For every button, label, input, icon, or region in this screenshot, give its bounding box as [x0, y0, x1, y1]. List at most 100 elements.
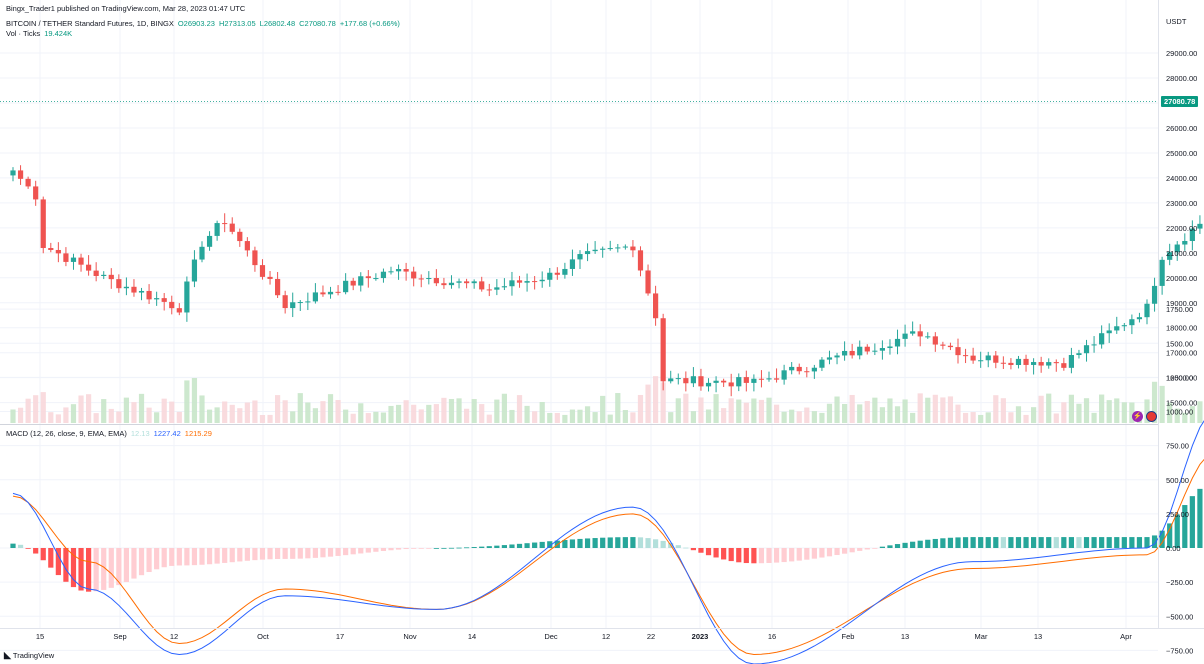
price-tick-label: 26000.00	[1166, 124, 1197, 133]
candle-body	[33, 186, 39, 200]
macd-histogram-bar	[335, 548, 341, 556]
tradingview-logo[interactable]: ◣ TradingView	[4, 650, 54, 661]
candle-body	[327, 291, 334, 295]
volume-bar	[259, 414, 266, 423]
volume-bar	[297, 393, 303, 423]
macd-histogram-bar	[985, 537, 991, 548]
candle-body	[872, 350, 878, 352]
candle-body	[645, 270, 651, 294]
symbol-legend[interactable]: BITCOIN / TETHER Standard Futures, 1D, B…	[6, 19, 404, 28]
volume-bar	[1189, 406, 1195, 423]
candle-body	[252, 250, 258, 266]
candle-body	[781, 370, 787, 380]
candle-body	[751, 378, 757, 383]
macd-histogram-bar	[758, 548, 765, 564]
volume-bar	[607, 414, 613, 423]
candle-body	[123, 286, 129, 289]
volume-bar	[879, 407, 885, 423]
volume-bar	[1091, 412, 1097, 423]
macd-tick-label: −250.00	[1166, 578, 1193, 587]
candle-body	[199, 246, 205, 260]
macd-histogram-bar	[494, 545, 500, 548]
volume-bar	[1144, 399, 1150, 423]
volume-bar	[267, 414, 273, 423]
volume-bar	[199, 395, 205, 423]
volume-legend[interactable]: Vol · Ticks 19.424K	[6, 29, 76, 38]
candle-body	[985, 355, 991, 361]
macd-histogram-bar	[1144, 537, 1150, 548]
candle-body	[698, 376, 704, 387]
ohlc-high: H27313.05	[218, 19, 256, 28]
macd-histogram-bar	[1136, 537, 1143, 548]
price-tick-label: 29000.00	[1166, 49, 1197, 58]
volume-bar	[244, 402, 250, 423]
price-tick-label: 15000.00	[1166, 399, 1197, 408]
candle-body	[932, 336, 938, 345]
price-tick-label: 28000.00	[1166, 74, 1197, 83]
macd-histogram-bar	[229, 548, 235, 563]
volume-bar	[214, 407, 220, 423]
time-tick-label: Nov	[403, 632, 417, 641]
volume-bar	[569, 409, 576, 423]
macd-histogram-bar	[705, 548, 712, 556]
volume-bar	[320, 401, 326, 423]
volume-bar	[441, 397, 447, 423]
lightning-icon[interactable]: ⚡	[1132, 411, 1143, 422]
candle-body	[826, 357, 833, 360]
macd-histogram-bar	[297, 548, 303, 559]
macd-histogram-bar	[653, 539, 659, 548]
candle-body	[388, 271, 394, 273]
volume-bar	[819, 412, 825, 423]
candle-body	[683, 378, 689, 384]
volume-bar	[86, 394, 92, 423]
volume-bar	[1197, 401, 1203, 423]
candle-body	[962, 355, 969, 357]
macd-histogram-bar	[464, 547, 470, 549]
volume-bar	[252, 400, 258, 423]
macd-histogram-bar	[305, 548, 311, 559]
candle-body	[373, 278, 379, 280]
macd-histogram-bar	[267, 548, 273, 560]
volume-bar	[17, 407, 24, 423]
volume-value: 19.424K	[44, 29, 73, 38]
macd-histogram-bar	[63, 548, 69, 582]
price-tick-label: 17000.00	[1166, 349, 1197, 358]
macd-histogram-bar	[879, 546, 885, 548]
volume-bar	[1053, 413, 1059, 423]
candle-body	[668, 378, 674, 382]
candle-body	[426, 278, 432, 280]
macd-histogram-bar	[312, 548, 318, 558]
macd-histogram-bar	[25, 548, 31, 549]
volume-bar	[1167, 402, 1173, 423]
macd-histogram-bar	[1038, 537, 1044, 548]
macd-histogram-bar	[17, 544, 24, 548]
volume-bar	[970, 412, 976, 423]
volume-bar	[826, 403, 833, 423]
us-flag-icon[interactable]	[1146, 411, 1157, 422]
macd-histogram-bar	[524, 543, 530, 548]
ohlc-low: L26802.48	[259, 19, 296, 28]
candle-body	[600, 248, 606, 250]
macd-legend[interactable]: MACD (12, 26, close, 9, EMA, EMA) 12.13 12…	[6, 429, 216, 438]
macd-histogram-bar	[138, 548, 145, 576]
volume-bar	[1023, 414, 1029, 423]
candle-body	[1068, 355, 1074, 368]
volume-bar	[358, 403, 364, 423]
volume-bar	[524, 405, 530, 423]
candle-body	[758, 378, 765, 380]
candle-body	[834, 355, 840, 358]
candle-body	[857, 346, 863, 356]
candle-body	[411, 271, 417, 279]
macd-histogram-bar	[532, 542, 538, 548]
macd-histogram-bar	[1008, 537, 1014, 548]
macd-histogram-bar	[547, 541, 553, 548]
candle-body	[849, 350, 855, 356]
volume-bar	[857, 404, 863, 423]
time-tick-label: Oct	[257, 632, 270, 641]
volume-bar	[1182, 412, 1188, 423]
volume-bar	[622, 410, 628, 423]
macd-tick-label: 1000.00	[1166, 408, 1193, 417]
macd-histogram-bar	[804, 548, 810, 560]
candle-body	[1167, 252, 1173, 260]
